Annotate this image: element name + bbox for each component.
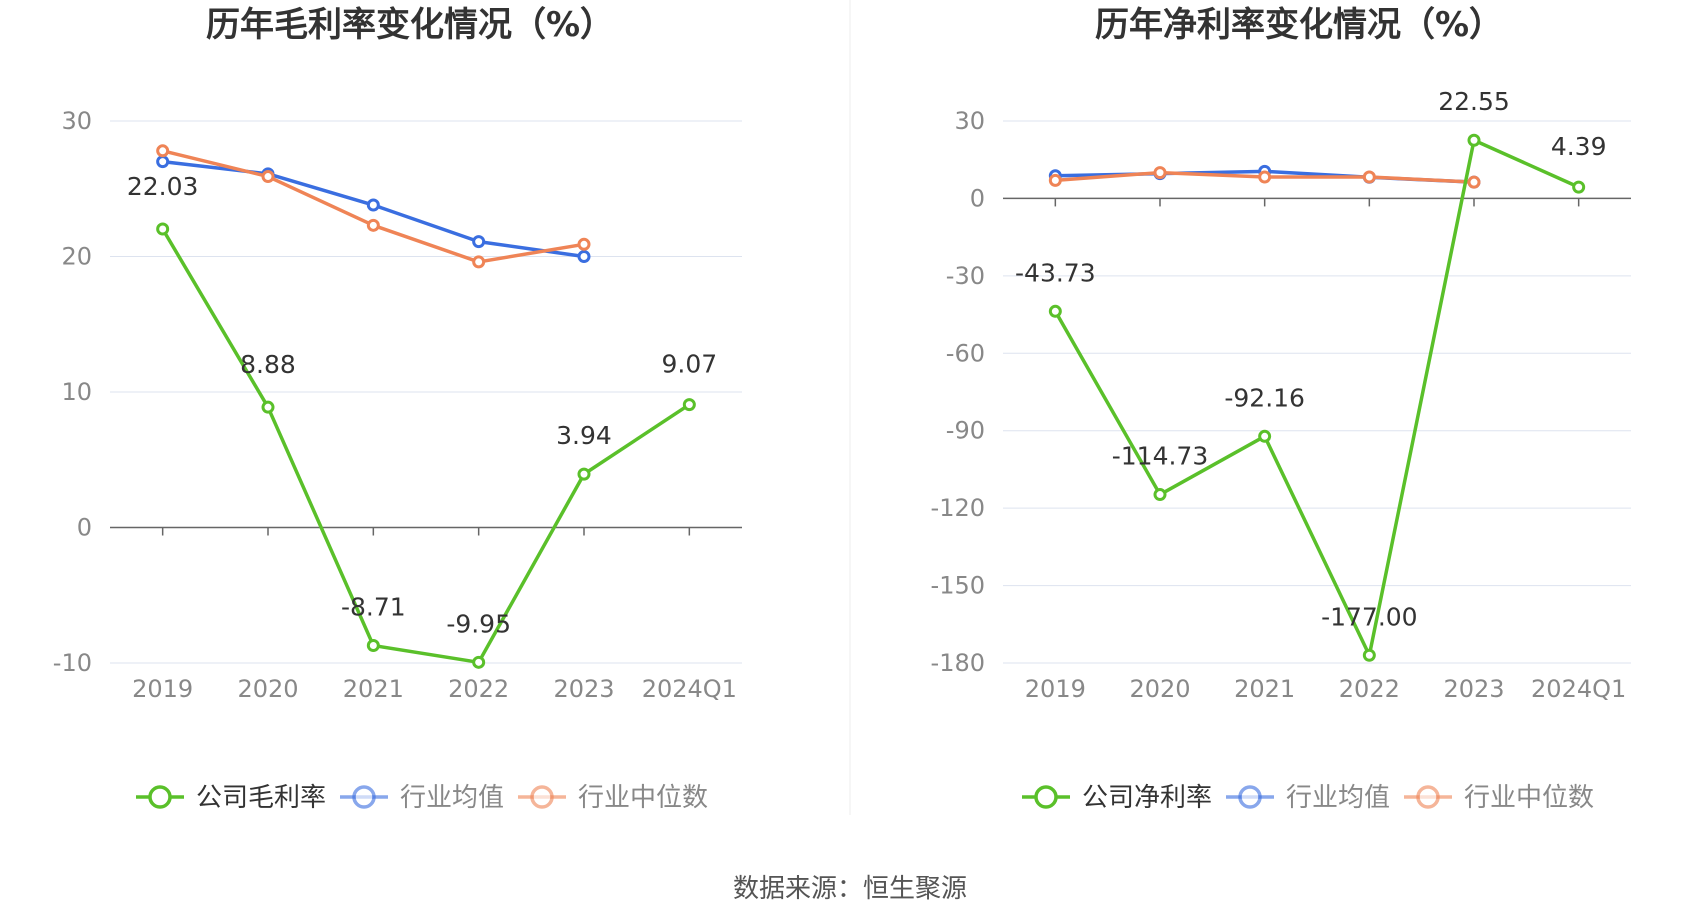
series-line-company [1053,138,1580,658]
legend-swatch-marker [148,785,172,809]
x-tick-label: 2021 [1234,675,1295,703]
data-label: 22.03 [127,172,199,201]
data-point-industry_median[interactable] [577,237,591,251]
series-line-company [161,228,691,665]
legend-item-industry_median[interactable]: 行业中位数 [1404,783,1594,813]
legend-swatch-marker [1416,785,1440,809]
x-tick-label: 2023 [553,675,614,703]
data-label: 3.94 [556,421,612,450]
x-tick-label: 2021 [343,675,404,703]
data-point-industry_median[interactable] [156,144,170,158]
legend-label: 公司净利率 [1082,783,1212,813]
y-tick-label: -90 [946,417,985,445]
data-point-industry_median[interactable] [1362,170,1376,184]
x-tick-label: 2024Q1 [642,675,737,703]
data-point-company[interactable] [1572,180,1586,194]
data-point-company[interactable] [682,398,696,412]
y-tick-label: -10 [53,649,92,677]
legend-label: 行业中位数 [1464,783,1594,813]
legend-item-industry_avg[interactable]: 行业均值 [1226,783,1390,813]
y-tick-label: 30 [954,107,985,135]
data-label: -92.16 [1224,383,1305,412]
x-tick-label: 2019 [132,675,193,703]
y-tick-label: -120 [931,494,985,522]
legend-swatch-marker [530,785,554,809]
legend-label: 行业均值 [400,783,504,813]
data-point-company[interactable] [472,655,486,669]
x-tick-label: 2024Q1 [1531,675,1626,703]
y-tick-label: 20 [61,243,92,271]
data-point-company[interactable] [366,639,380,653]
y-tick-label: 0 [77,514,92,542]
x-tick-label: 2022 [448,675,509,703]
data-point-industry_median[interactable] [1467,175,1481,189]
data-point-industry_median[interactable] [472,255,486,269]
data-point-industry_median[interactable] [366,218,380,232]
y-tick-label: -150 [931,572,985,600]
legend-label: 公司毛利率 [196,783,326,813]
y-tick-label: -60 [946,339,985,367]
data-label: -43.73 [1015,258,1096,287]
data-point-industry_avg[interactable] [366,198,380,212]
x-tick-label: 2023 [1443,675,1504,703]
data-point-company[interactable] [261,400,275,414]
legend-swatch-marker [1034,785,1058,809]
chart-title: 历年净利率变化情况（%） [1095,5,1503,45]
data-point-industry_median[interactable] [1153,166,1167,180]
legend-label: 行业均值 [1286,783,1390,813]
legend-item-industry_avg[interactable]: 行业均值 [340,783,504,813]
chart-panel-2: 历年净利率变化情况（%） 30 0 -30 -60 -90 -120 -150 -180 2019… [931,5,1631,813]
y-tick-label: 10 [61,378,92,406]
data-label: -8.71 [341,593,406,622]
x-tick-label: 2020 [237,675,298,703]
y-tick-label: -30 [946,262,985,290]
legend-item-company[interactable]: 公司净利率 [1022,783,1212,813]
data-point-industry_avg[interactable] [577,250,591,263]
data-point-company[interactable] [1467,133,1481,147]
data-point-company[interactable] [1048,304,1062,318]
data-point-company[interactable] [1258,429,1272,443]
data-label: -9.95 [446,609,511,638]
chart-panel-1: 历年毛利率变化情况（%） 30 20 10 0 -10 2019 2020 2021 2022 20… [53,5,742,813]
data-point-company[interactable] [1153,488,1167,502]
chart-title: 历年毛利率变化情况（%） [206,5,614,45]
legend-label: 行业中位数 [578,783,708,813]
data-source-note: 数据来源：恒生聚源 [732,874,967,904]
data-label: 9.07 [661,350,717,379]
legend-item-industry_median[interactable]: 行业中位数 [518,783,708,813]
legend-swatch-marker [352,785,376,809]
data-point-industry_median[interactable] [1258,170,1272,184]
x-tick-label: 2020 [1129,675,1190,703]
y-tick-label: -180 [931,649,985,677]
legend-swatch-marker [1238,785,1262,809]
data-point-industry_median[interactable] [1048,173,1062,187]
x-tick-label: 2019 [1025,675,1086,703]
data-label: -114.73 [1112,442,1209,471]
data-point-company[interactable] [156,222,170,236]
legend-item-company[interactable]: 公司毛利率 [136,783,326,813]
data-label: 22.55 [1438,87,1510,116]
y-tick-label: 0 [970,184,985,212]
data-label: 8.88 [240,350,296,379]
data-label: 4.39 [1551,132,1607,161]
x-tick-label: 2022 [1339,675,1400,703]
y-tick-label: 30 [61,107,92,135]
data-point-industry_median[interactable] [261,170,275,184]
data-point-company[interactable] [577,467,591,481]
data-point-company[interactable] [1362,648,1376,662]
charts-canvas: 历年毛利率变化情况（%） 30 20 10 0 -10 2019 2020 2021 2022 20… [53,0,1631,815]
data-point-industry_avg[interactable] [472,235,486,249]
data-point-industry_avg[interactable] [156,155,170,169]
data-label: -177.00 [1321,602,1418,631]
